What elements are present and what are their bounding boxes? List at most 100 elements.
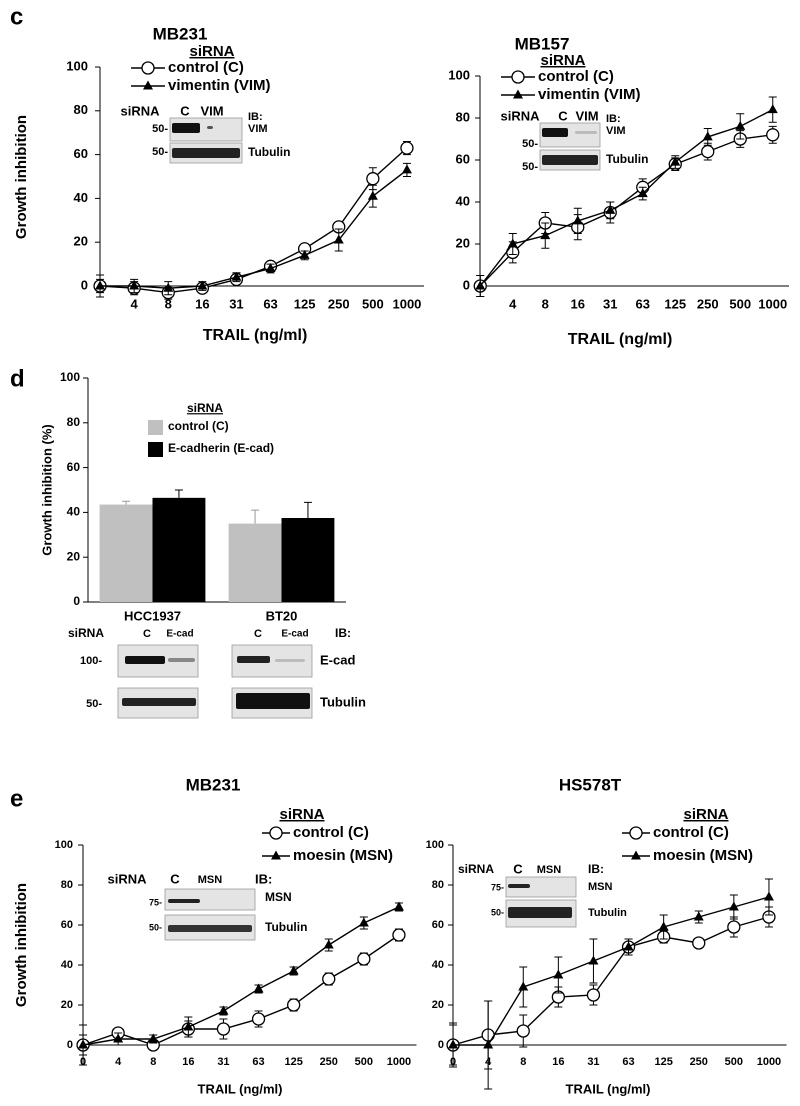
blot-label: 50- <box>522 161 538 173</box>
blot-label: E-cad <box>281 629 308 640</box>
blot-label: siRNA <box>458 862 494 876</box>
bar <box>228 523 282 602</box>
y-tick-label: 40 <box>456 193 470 208</box>
x-tick-label: 63 <box>636 296 650 311</box>
x-tick-label: 250 <box>320 1056 338 1068</box>
x-tick-label: 31 <box>217 1056 229 1068</box>
x-tick-label: 1000 <box>392 296 421 311</box>
data-point <box>216 1022 231 1036</box>
blot-band <box>122 698 196 706</box>
x-tick-label: 63 <box>252 1056 264 1068</box>
data-point <box>670 156 681 166</box>
data-point <box>553 969 564 979</box>
x-tick-label: 8 <box>150 1056 156 1068</box>
y-tick-label: 20 <box>61 999 73 1011</box>
x-tick-label: 500 <box>355 1056 373 1068</box>
blot-label: 75- <box>491 882 504 892</box>
legend-label: moesin (MSN) <box>293 847 393 864</box>
data-point <box>129 280 140 290</box>
y-tick-label: 20 <box>67 549 81 563</box>
y-tick-label: 20 <box>456 235 470 250</box>
x-tick-label: 125 <box>294 296 316 311</box>
data-point <box>393 901 404 911</box>
x-axis-title: TRAIL (ng/ml) <box>566 1081 651 1096</box>
x-tick-label: 250 <box>697 296 719 311</box>
blot-label: C <box>180 103 190 118</box>
blot-label: IB: <box>248 111 263 123</box>
y-tick-label: 20 <box>74 234 88 249</box>
y-tick-label: 0 <box>73 594 80 608</box>
x-tick-label: 16 <box>552 1056 564 1068</box>
x-tick-label: 500 <box>725 1056 743 1068</box>
data-point <box>735 120 746 130</box>
x-tick-label: 16 <box>571 296 585 311</box>
bar <box>281 518 335 602</box>
series-line <box>100 147 408 294</box>
y-tick-label: 80 <box>61 879 73 891</box>
data-point <box>692 936 706 950</box>
x-tick-label: 63 <box>263 296 277 311</box>
bar <box>152 497 206 602</box>
data-point <box>322 972 336 986</box>
x-tick-label: 31 <box>587 1056 599 1068</box>
blot-label: 100- <box>80 655 102 667</box>
legend-title: siRNA <box>540 52 585 69</box>
y-tick-label: 0 <box>463 277 470 292</box>
data-point <box>253 983 264 993</box>
blot-label: MSN <box>265 890 292 904</box>
blot-band <box>575 131 597 134</box>
data-point <box>197 280 208 290</box>
data-point <box>448 1039 459 1049</box>
y-tick-label: 0 <box>438 1039 444 1051</box>
blot-label: 50- <box>522 138 538 150</box>
legend-title: siRNA <box>189 43 234 60</box>
blot-panel <box>505 876 577 898</box>
data-point <box>357 952 371 966</box>
legend-label: control (C) <box>168 59 244 76</box>
data-point <box>728 901 739 911</box>
blot-band <box>236 693 310 709</box>
legend-label: control (C) <box>653 824 729 841</box>
data-point <box>286 998 301 1012</box>
legend-marker <box>271 850 281 860</box>
blot-label: VIM <box>575 108 598 123</box>
blot-label: Tubulin <box>248 145 290 159</box>
blot-label: IB: <box>588 862 604 876</box>
blot-band <box>168 658 195 662</box>
x-axis-title: TRAIL (ng/ml) <box>203 327 308 344</box>
blot-label: VIM <box>606 125 626 137</box>
data-point <box>540 230 551 240</box>
chart-title: HS578T <box>559 775 622 794</box>
error-bar <box>303 501 312 518</box>
data-point <box>288 965 299 975</box>
y-tick-label: 100 <box>448 67 470 82</box>
blot-band <box>207 126 213 129</box>
data-point <box>475 280 486 290</box>
error-bar <box>251 509 260 524</box>
y-tick-label: 0 <box>81 277 88 292</box>
data-point <box>95 280 106 290</box>
blot-label: C <box>143 628 151 640</box>
blot-label: C <box>558 108 568 123</box>
data-point <box>766 128 780 142</box>
blot-label: E-cad <box>320 652 355 667</box>
x-tick-label: BT20 <box>266 608 298 623</box>
legend-swatch <box>148 442 163 457</box>
legend-marker <box>141 61 155 75</box>
y-axis-title: Growth inhibition <box>13 883 30 1007</box>
blot-label: 50- <box>491 907 504 917</box>
data-point <box>358 917 369 927</box>
legend-marker <box>631 850 641 860</box>
legend-title: siRNA <box>187 401 223 415</box>
blot-band <box>542 128 568 137</box>
y-tick-label: 60 <box>432 919 444 931</box>
legend-label: control (C) <box>293 824 369 841</box>
x-tick-label: 63 <box>622 1056 634 1068</box>
y-tick-label: 100 <box>55 839 73 851</box>
data-point <box>518 981 529 991</box>
blot-label: IB: <box>335 626 351 640</box>
x-tick-label: 500 <box>729 296 751 311</box>
data-point <box>702 131 713 141</box>
blot-label: MSN <box>588 881 613 893</box>
y-tick-label: 60 <box>61 919 73 931</box>
